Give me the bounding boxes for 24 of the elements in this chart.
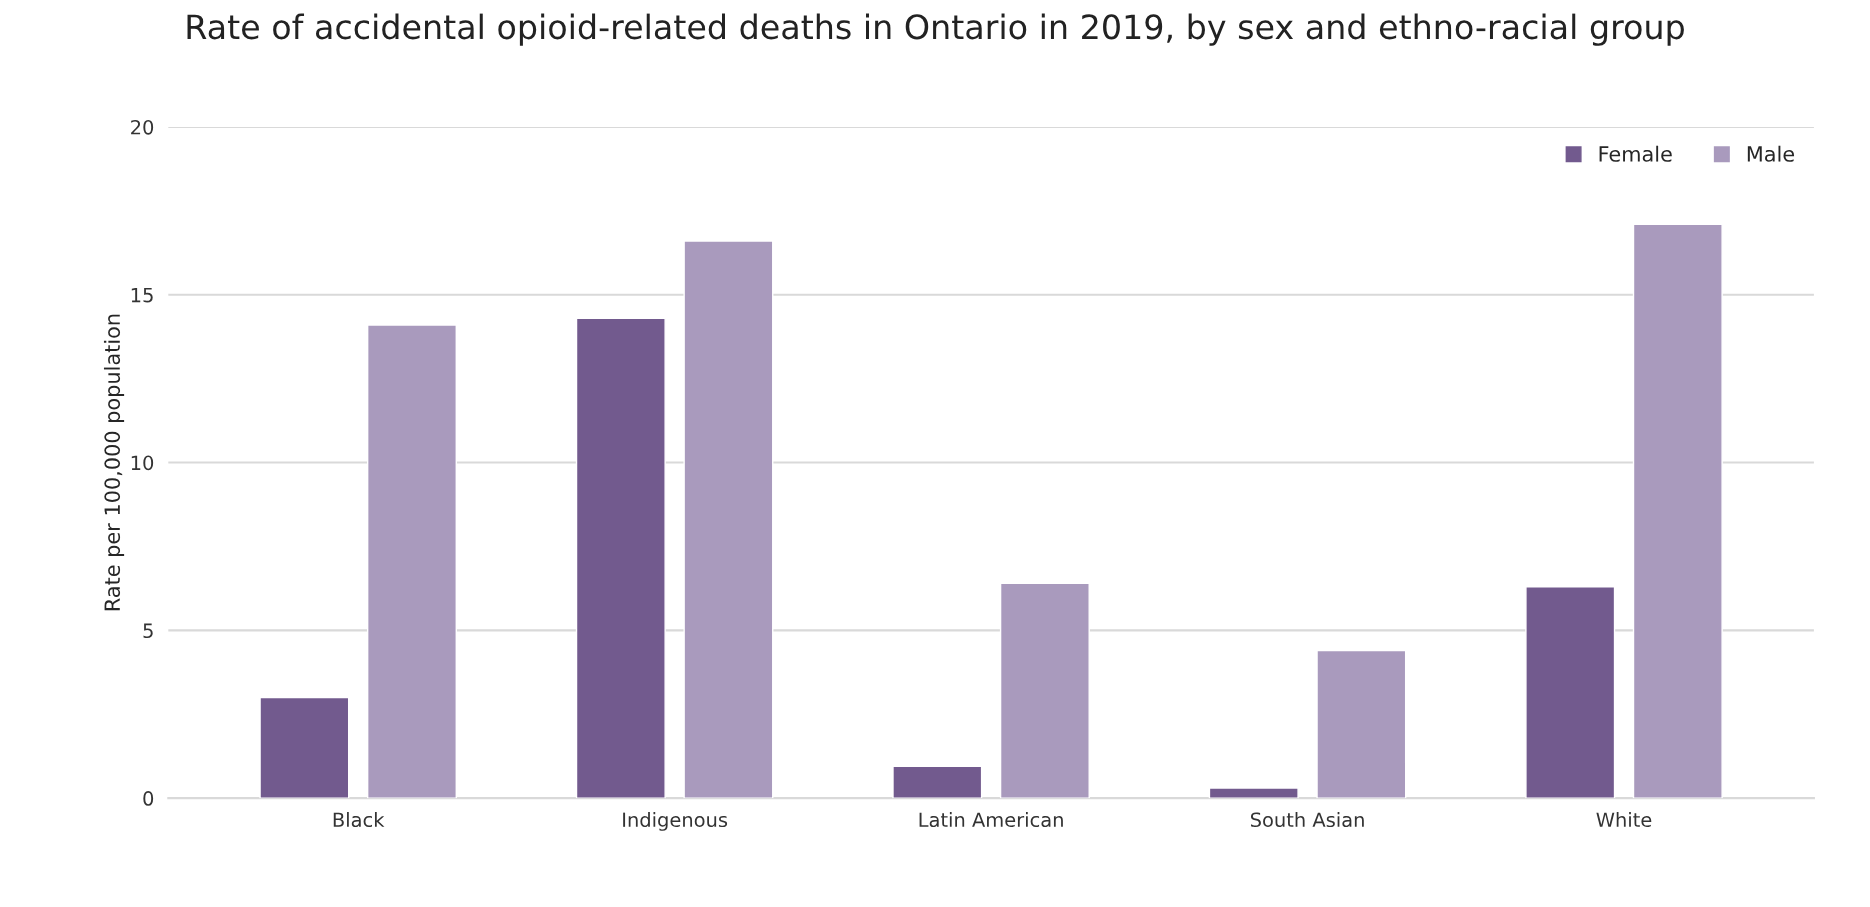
chart-title: Rate of accidental opioid-related deaths in Ontario in 2019, by sex and ethno-racial group — [187, 13, 1684, 46]
x-tick-label: White — [1596, 812, 1652, 828]
y-tick-label: 10 — [131, 455, 154, 471]
legend-label: Male — [1747, 145, 1795, 162]
x-tick-label: Black — [333, 812, 385, 828]
bar — [1316, 649, 1407, 799]
bar — [1208, 787, 1299, 799]
x-tick-label: Indigenous — [623, 812, 728, 831]
y-tick-label: 20 — [131, 119, 154, 135]
bar — [366, 324, 457, 799]
bar — [683, 240, 774, 799]
bar — [999, 582, 1090, 799]
y-tick-label: 5 — [143, 623, 153, 639]
y-axis-title: Rate per 100,000 population — [103, 314, 125, 611]
bar — [259, 696, 350, 799]
bar — [892, 765, 983, 799]
y-tick-label: 0 — [143, 791, 154, 806]
x-tick-label: South Asian — [1250, 812, 1364, 828]
legend-label: Female — [1599, 145, 1672, 162]
x-tick-label: Latin American — [919, 812, 1063, 828]
bar — [1525, 586, 1616, 799]
bar — [575, 317, 666, 799]
bar — [1632, 223, 1723, 799]
y-tick-label: 15 — [131, 287, 153, 303]
